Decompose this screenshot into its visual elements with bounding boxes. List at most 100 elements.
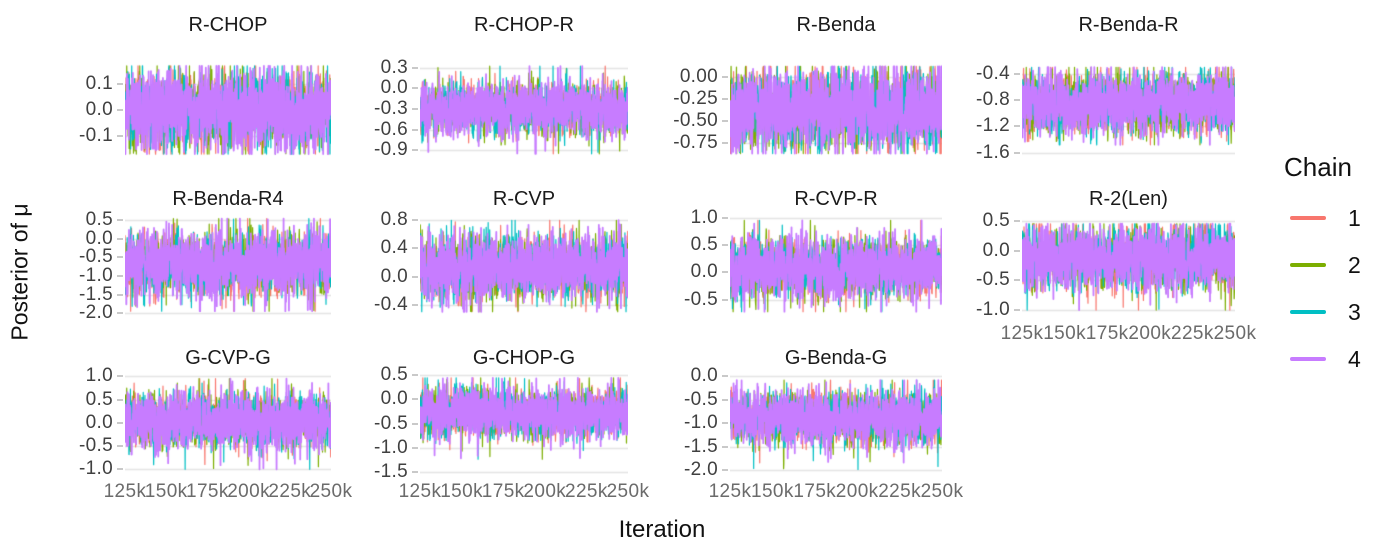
y-tick-mark xyxy=(722,216,728,219)
x-tick-label: 175k xyxy=(185,481,229,502)
y-tick-mark xyxy=(1014,279,1020,282)
y-tick-label: -2.0 xyxy=(684,459,718,481)
x-tick-label: 150k xyxy=(750,481,794,502)
x-tick-label: 250k xyxy=(309,481,353,502)
y-tick-mark xyxy=(1014,99,1020,102)
y-tick-label: -0.4 xyxy=(976,62,1010,84)
y-tick-mark xyxy=(412,446,418,449)
y-tick-mark xyxy=(722,120,728,122)
y-tick-label: -2.0 xyxy=(79,302,113,324)
x-tick-label: 150k xyxy=(440,481,483,502)
facet-title: G-CVP-G xyxy=(185,347,271,369)
y-tick-label: -0.5 xyxy=(374,412,408,434)
legend-entry: 3 xyxy=(1290,298,1361,326)
y-tick-label: 0.0 xyxy=(690,261,718,283)
legend-title: Chain xyxy=(1284,152,1352,182)
y-tick-mark xyxy=(1014,249,1020,252)
x-tick-label: 200k xyxy=(835,481,879,502)
y-tick-label: 0.5 xyxy=(690,233,718,255)
facet-title: R-Benda-R xyxy=(1078,14,1179,36)
legend-label: 2 xyxy=(1348,251,1361,278)
x-tick-label: 125k xyxy=(398,481,442,502)
x-tick-label: 250k xyxy=(1213,323,1257,344)
y-tick-mark xyxy=(722,97,728,100)
y-tick-label: 1.0 xyxy=(85,365,113,387)
y-tick-label: 0.3 xyxy=(380,56,408,78)
facet-title: R-Benda xyxy=(796,14,876,36)
x-axis-title: Iteration xyxy=(618,516,706,543)
y-tick-mark xyxy=(117,375,123,378)
y-tick-label: -0.1 xyxy=(79,124,113,146)
y-tick-label: 0.0 xyxy=(380,265,408,287)
facet-title: G-Benda-G xyxy=(784,347,888,369)
x-tick-label: 200k xyxy=(227,481,270,502)
legend-label: 4 xyxy=(1348,345,1361,372)
trace-panel xyxy=(1022,62,1235,158)
y-tick-mark xyxy=(412,66,418,69)
y-tick-label: -1.0 xyxy=(79,265,113,286)
y-tick-mark xyxy=(1014,151,1020,154)
y-tick-label: 0.00 xyxy=(679,65,718,87)
x-tick-label: 175k xyxy=(793,481,837,502)
trace-panel xyxy=(125,62,331,158)
y-tick-mark xyxy=(1014,72,1020,75)
y-tick-label: -1.2 xyxy=(976,115,1010,137)
x-tick-label: 225k xyxy=(268,481,312,502)
y-tick-mark xyxy=(412,374,418,377)
trace-panel xyxy=(420,62,628,158)
y-tick-mark xyxy=(412,303,418,306)
legend-line-swatch xyxy=(1290,216,1326,220)
y-tick-label: -0.50 xyxy=(673,110,718,131)
y-tick-mark xyxy=(412,128,418,131)
y-tick-mark xyxy=(1014,219,1020,222)
y-tick-mark xyxy=(722,271,728,274)
legend-line-swatch xyxy=(1290,310,1326,314)
y-tick-label: 0.5 xyxy=(85,209,113,231)
y-tick-mark xyxy=(117,256,123,259)
x-tick-label: 125k xyxy=(1000,323,1044,344)
y-tick-label: -1.5 xyxy=(684,435,718,457)
trace-panel xyxy=(420,216,628,316)
y-axis-title: Posterior of μ xyxy=(6,203,33,341)
y-tick-label: -0.5 xyxy=(976,269,1010,291)
y-tick-mark xyxy=(722,142,728,145)
y-tick-mark xyxy=(412,275,418,278)
y-tick-label: -1.0 xyxy=(79,458,113,480)
legend-line-swatch xyxy=(1290,263,1326,267)
y-tick-label: 0.0 xyxy=(85,411,113,433)
y-tick-label: -1.5 xyxy=(374,460,408,482)
y-tick-label: 0.0 xyxy=(982,239,1010,261)
y-tick-label: 0.1 xyxy=(85,73,113,95)
trace-panel xyxy=(730,374,942,474)
y-tick-mark xyxy=(117,468,123,471)
y-tick-label: -0.5 xyxy=(684,388,718,410)
legend-entry: 4 xyxy=(1290,345,1361,373)
legend: Chain 1 2 3 4 xyxy=(1284,152,1400,372)
y-tick-label: -0.6 xyxy=(374,118,408,140)
x-tick-label: 225k xyxy=(1170,323,1214,344)
y-tick-label: -0.5 xyxy=(684,288,718,310)
y-tick-mark xyxy=(722,298,728,301)
trace-panel xyxy=(730,216,942,316)
y-tick-label: -1.0 xyxy=(374,436,408,458)
trace-panel xyxy=(125,374,331,474)
legend-entry: 2 xyxy=(1290,251,1361,279)
y-tick-mark xyxy=(117,398,123,401)
y-tick-mark xyxy=(722,469,728,472)
y-tick-label: -0.8 xyxy=(976,89,1010,111)
y-tick-mark xyxy=(1014,125,1020,128)
y-tick-label: -1.0 xyxy=(684,412,718,434)
y-tick-mark xyxy=(412,422,418,425)
y-tick-mark xyxy=(117,445,123,448)
y-tick-label: 0.8 xyxy=(380,209,408,231)
y-tick-mark xyxy=(412,87,418,90)
y-tick-mark xyxy=(117,219,123,222)
y-tick-mark xyxy=(117,275,123,277)
y-tick-label: 0.0 xyxy=(85,99,113,120)
y-tick-label: 0.5 xyxy=(982,209,1010,231)
y-tick-mark xyxy=(722,243,728,246)
legend-label: 1 xyxy=(1348,204,1361,231)
y-tick-label: -0.5 xyxy=(79,246,113,268)
y-tick-mark xyxy=(722,375,728,378)
